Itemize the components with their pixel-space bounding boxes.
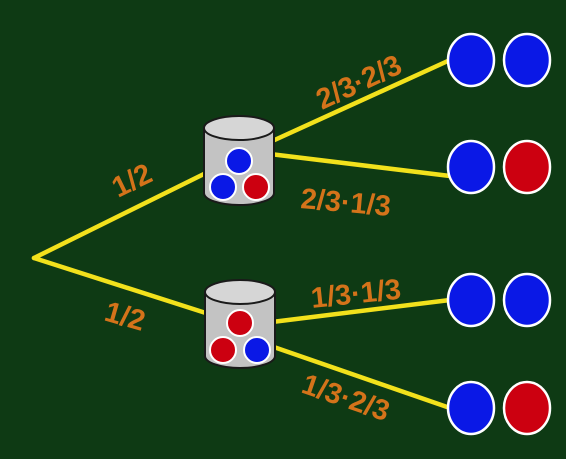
outcome-1-ball-1 — [446, 32, 496, 88]
outcome-4-ball-2 — [502, 380, 552, 436]
upper-jar-ball-3 — [242, 173, 270, 201]
upper-jar-ball-2 — [209, 173, 237, 201]
outcome-2-ball-1 — [446, 139, 496, 195]
label-lower-branch: 1/2 — [101, 296, 149, 338]
outcome-row-3 — [446, 272, 552, 328]
label-upper-branch: 1/2 — [107, 158, 157, 204]
lower-jar-ball-1 — [226, 309, 254, 337]
outcome-2-ball-2 — [502, 139, 552, 195]
upper-jar-ball-1 — [225, 147, 253, 175]
branch-root-to-upper-jar — [31, 167, 215, 261]
label-outcome-2: 2/3·1/3 — [299, 183, 392, 223]
outcome-row-1 — [446, 32, 552, 88]
lower-jar-ball-2 — [209, 336, 237, 364]
branch-upper-jar-to-outcome-2 — [267, 151, 453, 179]
lower-jar — [204, 279, 276, 369]
lower-jar-ball-3 — [243, 336, 271, 364]
outcome-1-ball-2 — [502, 32, 552, 88]
outcome-3-ball-2 — [502, 272, 552, 328]
label-outcome-4: 1/3·2/3 — [298, 368, 394, 428]
upper-jar-lid — [203, 115, 275, 141]
branch-root-to-lower-jar — [31, 255, 215, 318]
branch-upper-jar-to-outcome-1 — [265, 57, 453, 146]
lower-jar-lid — [204, 279, 276, 305]
upper-jar — [203, 115, 275, 206]
outcome-3-ball-1 — [446, 272, 496, 328]
outcome-row-2 — [446, 139, 552, 195]
branch-lower-jar-to-outcome-3 — [269, 297, 453, 325]
outcome-4-ball-1 — [446, 380, 496, 436]
branch-lower-jar-to-outcome-4 — [265, 342, 453, 411]
outcome-row-4 — [446, 380, 552, 436]
label-outcome-1: 2/3·2/3 — [311, 49, 406, 116]
